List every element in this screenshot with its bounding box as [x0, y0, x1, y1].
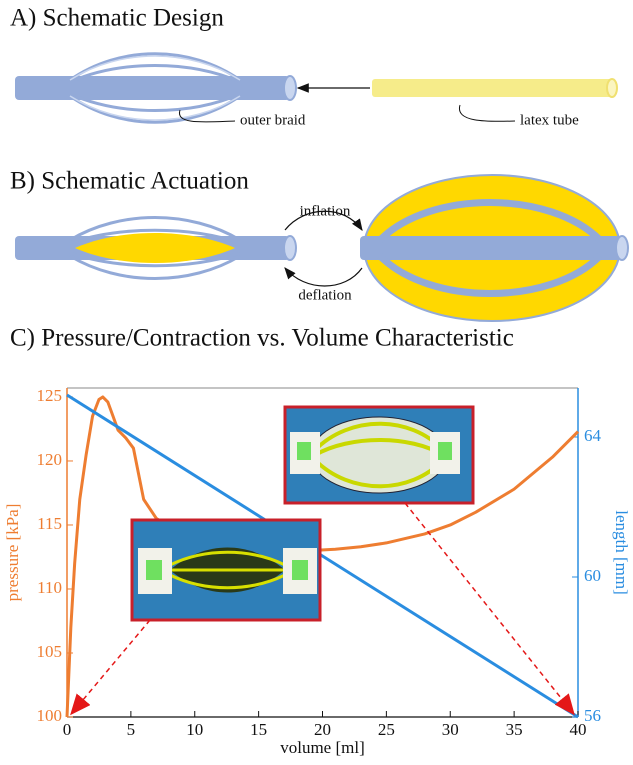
x-tick-label: 20 [314, 720, 331, 739]
x-tick-label: 5 [127, 720, 136, 739]
y-tick-label: 120 [37, 450, 63, 469]
x-tick-label: 30 [442, 720, 459, 739]
annotation: latex tube [520, 112, 579, 128]
x-tick-label: 25 [378, 720, 395, 739]
figure: A) Schematic Design outer braid latex tu… [0, 0, 633, 765]
y-axis-label: pressure [kPa] [3, 504, 22, 602]
y-tick-label: 100 [37, 706, 63, 725]
annotation: inflation [300, 203, 351, 219]
x-tick-label: 35 [506, 720, 523, 739]
annotation: outer braid [240, 112, 306, 128]
x-tick-label: 0 [63, 720, 72, 739]
x-tick-label: 15 [250, 720, 267, 739]
y2-tick-label: 56 [584, 706, 601, 725]
panel-title: A) Schematic Design [10, 5, 224, 32]
y2-axis-label: length [mm] [612, 510, 631, 595]
y2-tick-label: 60 [584, 566, 601, 585]
x-tick-label: 10 [186, 720, 203, 739]
y-tick-label: 115 [37, 514, 62, 533]
panel-title: B) Schematic Actuation [10, 168, 249, 195]
annotation: deflation [298, 287, 352, 303]
chart-title: C) Pressure/Contraction vs. Volume Chara… [10, 325, 514, 352]
y-tick-label: 125 [37, 386, 63, 405]
y2-tick-label: 64 [584, 426, 602, 445]
y-tick-label: 110 [37, 578, 62, 597]
y-tick-label: 105 [37, 642, 63, 661]
x-axis-label: volume [ml] [280, 738, 365, 757]
